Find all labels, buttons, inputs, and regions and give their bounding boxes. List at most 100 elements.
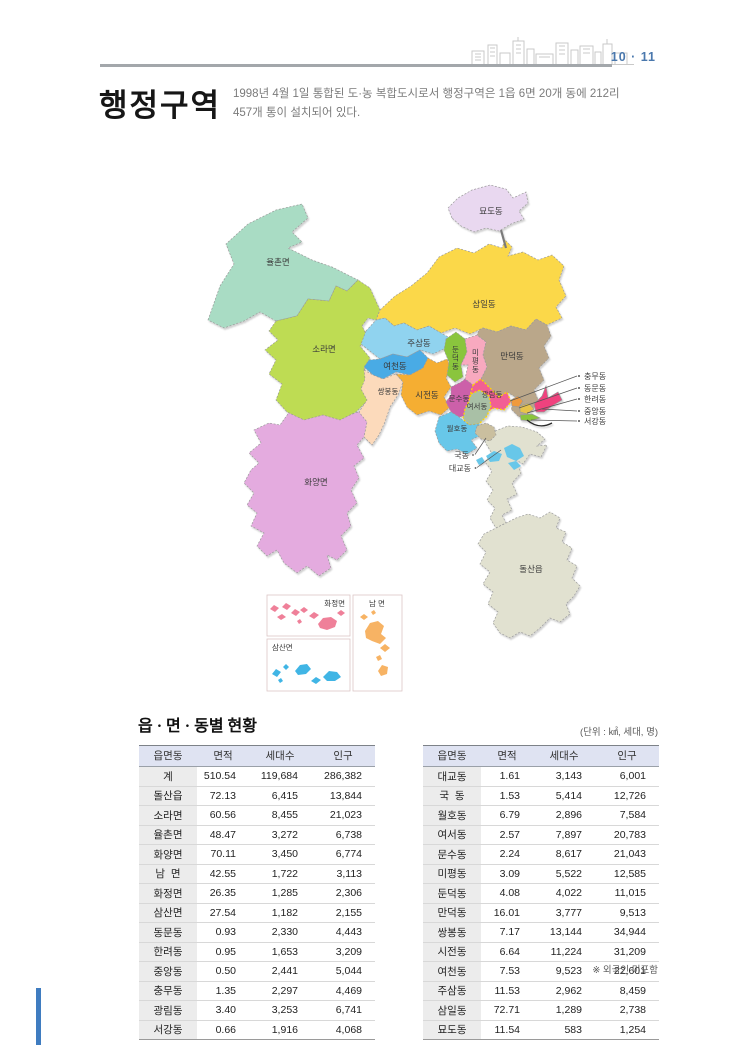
cell-value: 3.09 bbox=[481, 864, 533, 884]
region-jusam bbox=[360, 317, 451, 360]
description-line: 1998년 4월 1일 통합된 도·농 복합도시로서 행정구역은 1읍 6면 2… bbox=[233, 88, 620, 100]
region-yulchon bbox=[207, 203, 359, 329]
inset-label: 화정면 bbox=[324, 598, 345, 608]
cell-district-name: 소라면 bbox=[139, 805, 197, 826]
cell-value: 11.54 bbox=[481, 1020, 533, 1040]
cell-value: 2,962 bbox=[533, 981, 595, 1001]
region-seogang bbox=[519, 413, 541, 422]
cell-value: 3,113 bbox=[311, 864, 375, 884]
stats-table-left: 읍면동 면적 세대수 인구 계 510.54 119,684 286,382 돌산읍 72.13… bbox=[139, 745, 375, 1040]
region-label: 율촌면 bbox=[266, 257, 289, 267]
cell-value: 510.54 bbox=[197, 766, 249, 787]
column-header: 읍면동 bbox=[423, 745, 481, 767]
cell-value: 42.55 bbox=[197, 864, 249, 884]
region-chungmu-dongmun bbox=[510, 395, 524, 408]
cell-value: 34,944 bbox=[595, 922, 659, 943]
cell-value: 6.64 bbox=[481, 942, 533, 962]
region-label: 시전동 bbox=[415, 390, 439, 400]
table-row: 소라면 60.56 8,455 21,023 bbox=[139, 805, 375, 826]
cell-value: 72.71 bbox=[481, 1000, 533, 1021]
cell-value: 21,023 bbox=[311, 805, 375, 826]
region-dolsan bbox=[477, 511, 581, 639]
region-jungang bbox=[533, 384, 563, 413]
cell-district-name: 주삼동 bbox=[423, 981, 481, 1001]
cell-value: 583 bbox=[533, 1020, 595, 1040]
cell-value: 3.40 bbox=[197, 1000, 249, 1021]
table-row: 쌍봉동 7.17 13,144 34,944 bbox=[423, 922, 659, 943]
callout-label: 중앙동 bbox=[584, 406, 606, 416]
islet bbox=[476, 457, 485, 465]
table-header-row: 읍면동 면적 세대수 인구 bbox=[139, 745, 375, 767]
region-label: 문수동 bbox=[449, 394, 470, 403]
cell-district-name: 율촌면 bbox=[139, 825, 197, 845]
region-label: 소라면 bbox=[312, 344, 335, 354]
stats-table-right: 읍면동 면적 세대수 인구 대교동 1.61 3,143 6,001 국 동 1.53 5,414… bbox=[423, 745, 659, 1040]
cell-district-name: 쌍봉동 bbox=[423, 922, 481, 943]
cell-value: 13,144 bbox=[533, 922, 595, 943]
region-sora bbox=[264, 279, 381, 421]
cell-value: 60.56 bbox=[197, 805, 249, 826]
cell-district-name: 돌산읍 bbox=[139, 786, 197, 806]
cell-district-name: 남 면 bbox=[139, 864, 197, 884]
cell-value: 9,523 bbox=[533, 961, 595, 982]
cell-value: 3,143 bbox=[533, 766, 595, 787]
inset-label: 삼산면 bbox=[272, 642, 293, 652]
table-row: 국 동 1.53 5,414 12,726 bbox=[423, 786, 659, 806]
cell-value: 5,414 bbox=[533, 786, 595, 806]
table-row: 충무동 1.35 2,297 4,469 bbox=[139, 981, 375, 1001]
table-row: 미평동 3.09 5,522 12,585 bbox=[423, 864, 659, 884]
cell-value: 2,330 bbox=[249, 922, 311, 943]
table-row: 주삼동 11.53 2,962 8,459 bbox=[423, 981, 659, 1001]
cell-value: 6,741 bbox=[311, 1000, 375, 1021]
cell-value: 16.01 bbox=[481, 903, 533, 923]
inset-label: 남 면 bbox=[369, 598, 385, 608]
cell-value: 1,285 bbox=[249, 883, 311, 904]
cell-value: 4,469 bbox=[311, 981, 375, 1001]
cell-value: 7,897 bbox=[533, 825, 595, 845]
cell-value: 22,601 bbox=[595, 961, 659, 982]
cell-value: 0.50 bbox=[197, 961, 249, 982]
cell-value: 3,209 bbox=[311, 942, 375, 962]
cell-district-name: 광림동 bbox=[139, 1000, 197, 1021]
page-title: 행정구역 bbox=[99, 88, 222, 123]
table-row: 삼산면 27.54 1,182 2,155 bbox=[139, 903, 375, 923]
cell-value: 2,297 bbox=[249, 981, 311, 1001]
cell-value: 72.13 bbox=[197, 786, 249, 806]
table-row: 남 면 42.55 1,722 3,113 bbox=[139, 864, 375, 884]
cell-value: 8,455 bbox=[249, 805, 311, 826]
column-header: 인구 bbox=[595, 745, 659, 767]
cell-value: 1,289 bbox=[533, 1000, 595, 1021]
cell-value: 2,441 bbox=[249, 961, 311, 982]
cell-district-name: 월호동 bbox=[423, 805, 481, 826]
cell-value: 11,224 bbox=[533, 942, 595, 962]
table-row: 문수동 2.24 8,617 21,043 bbox=[423, 844, 659, 865]
cell-value: 6,001 bbox=[595, 766, 659, 787]
column-header: 세대수 bbox=[249, 745, 311, 767]
cell-value: 4.08 bbox=[481, 883, 533, 904]
cell-value: 6,774 bbox=[311, 844, 375, 865]
cell-value: 1.35 bbox=[197, 981, 249, 1001]
callout-label: 충무동 bbox=[584, 372, 606, 381]
cell-value: 2,155 bbox=[311, 903, 375, 923]
region-label: 돌산읍 bbox=[519, 564, 543, 574]
cell-value: 2,306 bbox=[311, 883, 375, 904]
cell-district-name: 대교동 bbox=[423, 766, 481, 787]
table-row: 돌산읍 72.13 6,415 13,844 bbox=[139, 786, 375, 806]
table-row: 중앙동 0.50 2,441 5,044 bbox=[139, 961, 375, 982]
table-row: 둔덕동 4.08 4,022 11,015 bbox=[423, 883, 659, 904]
table-row: 여서동 2.57 7,897 20,783 bbox=[423, 825, 659, 845]
table-row: 화양면 70.11 3,450 6,774 bbox=[139, 844, 375, 865]
cell-district-name: 묘도동 bbox=[423, 1020, 481, 1040]
cell-district-name: 국 동 bbox=[423, 786, 481, 806]
cell-value: 5,522 bbox=[533, 864, 595, 884]
cell-value: 4,068 bbox=[311, 1020, 375, 1040]
cell-value: 4,443 bbox=[311, 922, 375, 943]
column-header: 세대수 bbox=[533, 745, 595, 767]
callout-label: 서강동 bbox=[584, 416, 606, 426]
cell-value: 1,254 bbox=[595, 1020, 659, 1040]
cell-value: 2.24 bbox=[481, 844, 533, 865]
table-row: 계 510.54 119,684 286,382 bbox=[139, 766, 375, 787]
